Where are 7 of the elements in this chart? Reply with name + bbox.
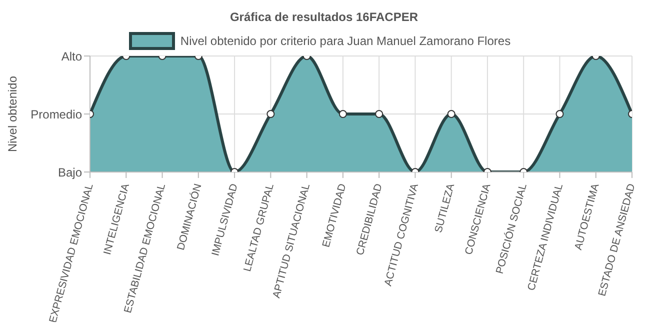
category-label: Bajo — [58, 165, 82, 180]
legend-label: Nivel obtenido por criterio para Juan Manuel Zamorano Flores — [179, 33, 511, 50]
category-label: Promedio — [30, 107, 82, 122]
x-tick-label: LEALTAD GRUPAL — [241, 182, 276, 273]
category-label: Alto — [61, 49, 82, 64]
chart-title: Gráfica de resultados 16FACPER — [228, 9, 420, 26]
y-axis-title: Nivel obtenido — [5, 76, 20, 152]
